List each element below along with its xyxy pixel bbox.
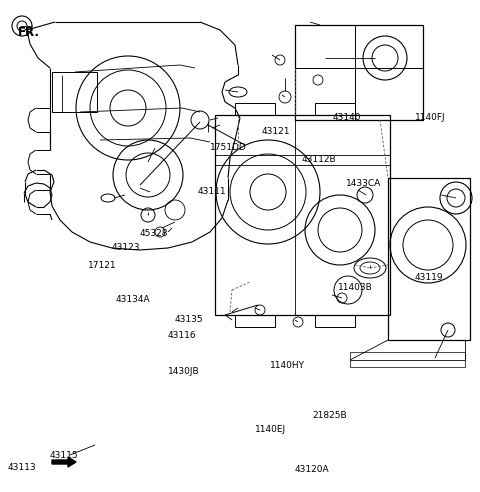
Text: 17121: 17121 bbox=[88, 260, 117, 270]
Text: 1433CA: 1433CA bbox=[346, 179, 381, 187]
Text: 43121: 43121 bbox=[262, 127, 290, 136]
Text: 1140EJ: 1140EJ bbox=[255, 426, 286, 434]
Bar bbox=[315, 103, 355, 115]
Text: 43134A: 43134A bbox=[116, 296, 151, 305]
Bar bbox=[350, 352, 465, 367]
Text: 1140HY: 1140HY bbox=[270, 362, 305, 370]
Text: 43113: 43113 bbox=[8, 463, 36, 472]
Bar bbox=[235, 315, 275, 327]
Bar bbox=[295, 25, 423, 120]
Text: 43112B: 43112B bbox=[302, 155, 336, 164]
Text: 43140: 43140 bbox=[333, 113, 361, 122]
Text: 1751DD: 1751DD bbox=[210, 144, 247, 153]
Bar bbox=[215, 115, 390, 315]
Bar bbox=[315, 315, 355, 327]
Text: 43119: 43119 bbox=[415, 274, 444, 282]
Text: 45328: 45328 bbox=[140, 228, 168, 238]
Text: 11403B: 11403B bbox=[338, 283, 373, 293]
Bar bbox=[388, 178, 470, 340]
Text: 43120A: 43120A bbox=[295, 465, 330, 474]
Polygon shape bbox=[52, 457, 76, 467]
Bar bbox=[235, 103, 275, 115]
Text: 1140FJ: 1140FJ bbox=[415, 113, 445, 122]
Text: 43123: 43123 bbox=[112, 244, 141, 252]
Text: 21825B: 21825B bbox=[312, 410, 347, 420]
Text: 43115: 43115 bbox=[50, 451, 79, 460]
Text: FR.: FR. bbox=[18, 27, 40, 39]
Bar bbox=[52, 72, 97, 112]
Text: 1430JB: 1430JB bbox=[168, 368, 200, 376]
Text: 43135: 43135 bbox=[175, 315, 204, 325]
Text: 43116: 43116 bbox=[168, 331, 197, 339]
Text: 43111: 43111 bbox=[198, 187, 227, 196]
